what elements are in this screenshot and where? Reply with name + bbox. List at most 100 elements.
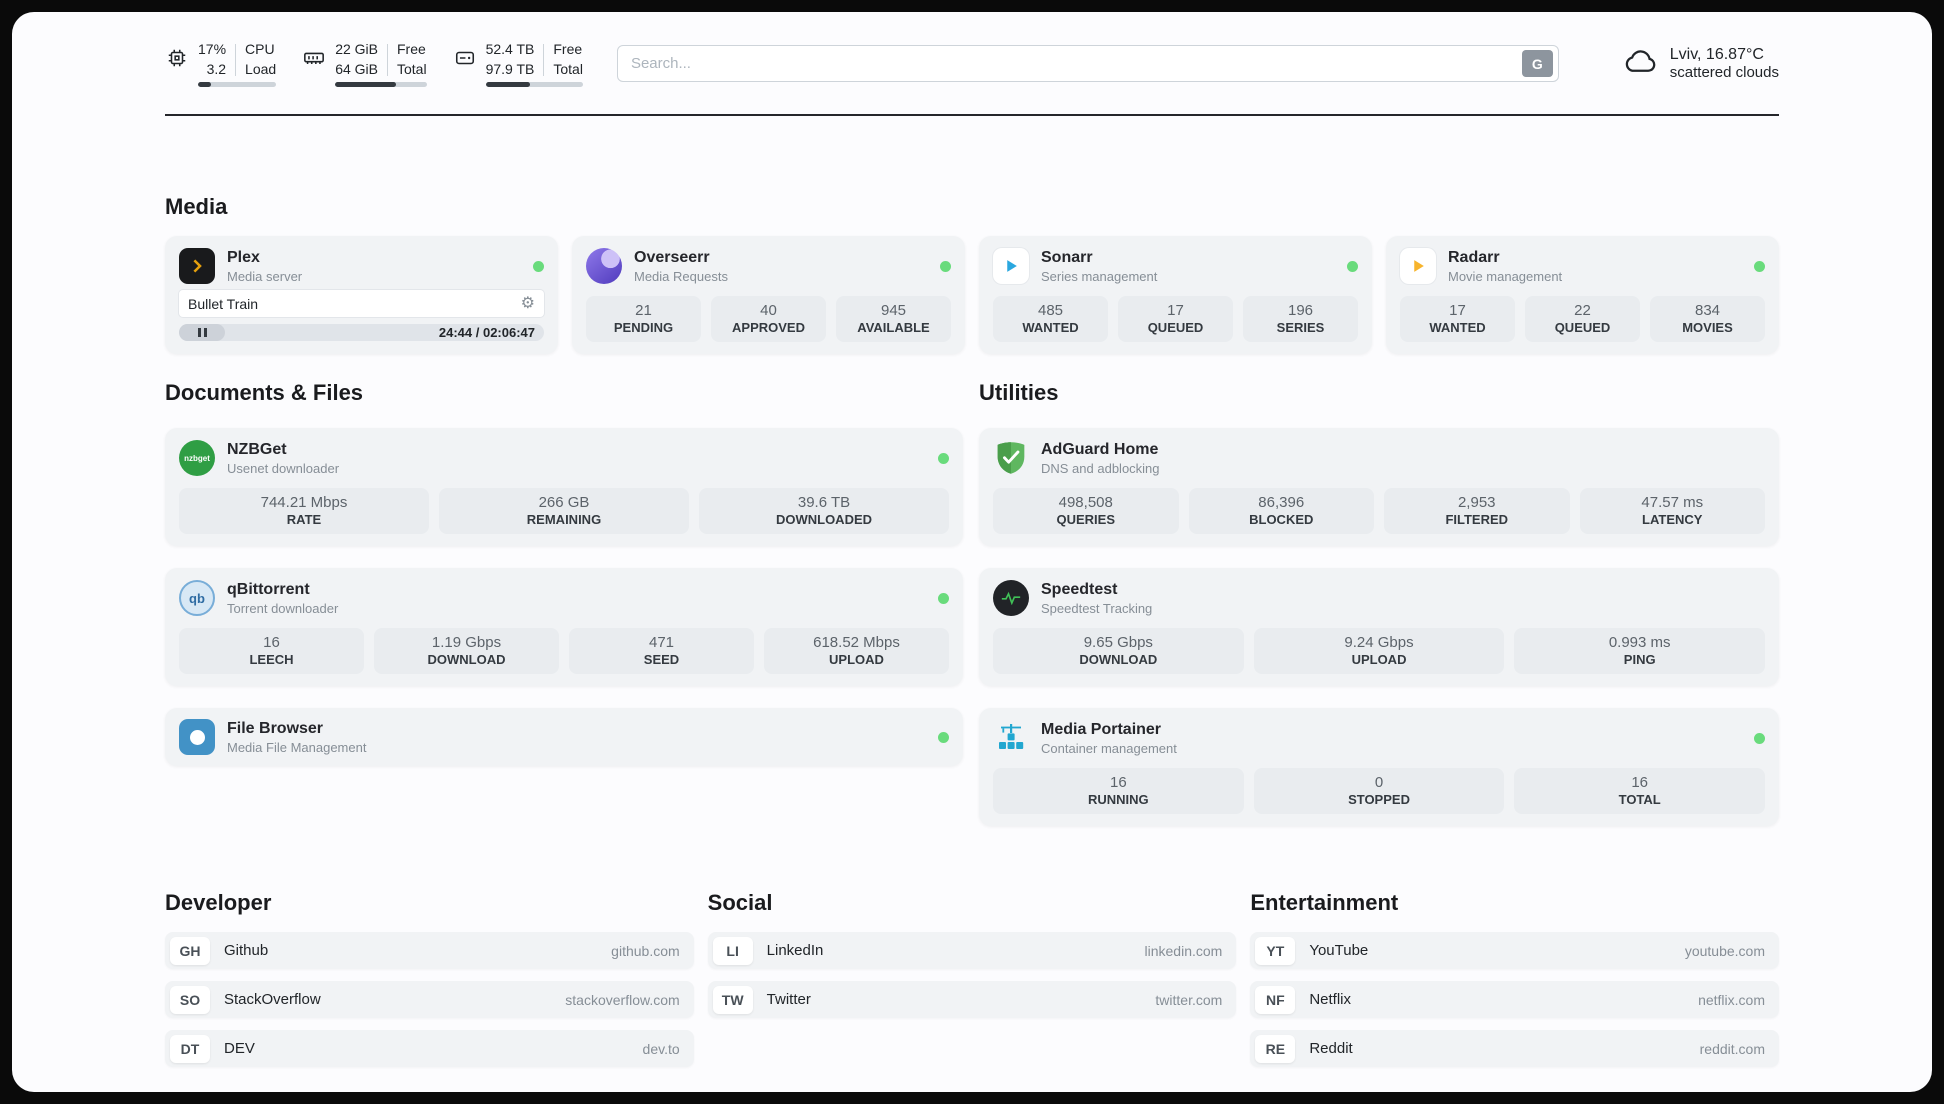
stat-value: 9.65 Gbps	[1083, 634, 1153, 652]
memory-usage-bar	[335, 82, 427, 88]
portainer-icon	[993, 720, 1029, 756]
bookmark-dev[interactable]: DT DEV dev.to	[165, 1030, 694, 1068]
stat-tile: 485 WANTED	[993, 296, 1108, 343]
bookmark-domain: linkedin.com	[1144, 942, 1223, 959]
stat-value: 1.19 Gbps	[431, 634, 502, 652]
gear-icon[interactable]: ⚙	[520, 294, 535, 312]
bookmark-domain: dev.to	[642, 1040, 680, 1057]
section-title-developer: Developer	[165, 890, 272, 916]
player-progress-bar[interactable]: 24:44 / 02:06:47	[179, 324, 544, 342]
stat-value: 16	[1631, 774, 1649, 792]
stat-value: 39.6 TB	[797, 494, 851, 512]
stat-label: RUNNING	[1088, 792, 1149, 808]
stat-tile: 2,953 FILTERED	[1384, 488, 1570, 535]
nzbget-icon: nzbget	[179, 440, 215, 477]
pause-button[interactable]	[179, 324, 225, 342]
app-name: AdGuard Home	[1041, 440, 1159, 458]
speedtest-icon	[993, 580, 1029, 617]
app-subtitle: Media Requests	[634, 268, 728, 284]
stat-label: LATENCY	[1642, 512, 1703, 528]
stat-tile: 618.52 Mbps UPLOAD	[764, 628, 949, 675]
bookmark-reddit[interactable]: RE Reddit reddit.com	[1250, 1030, 1779, 1068]
filebrowser-card[interactable]: File Browser Media File Management	[165, 708, 963, 767]
search-input[interactable]	[630, 55, 1522, 73]
stat-value: 2,953	[1457, 494, 1496, 512]
bookmark-badge: LI	[712, 936, 753, 965]
nzbget-card[interactable]: nzbget NZBGet Usenet downloader 744.21 M…	[165, 428, 963, 547]
stat-tile: 0.993 ms PING	[1514, 628, 1766, 675]
stat-tile: 834 MOVIES	[1650, 296, 1765, 343]
section-title-entertainment: Entertainment	[1250, 890, 1399, 916]
bookmark-name: Netflix	[1309, 991, 1352, 1009]
bookmark-domain: twitter.com	[1155, 991, 1223, 1008]
stat-value: 266 GB	[538, 494, 590, 512]
app-subtitle: Series management	[1041, 268, 1158, 284]
bookmark-domain: youtube.com	[1684, 942, 1765, 959]
status-dot	[1347, 260, 1358, 272]
bookmark-youtube[interactable]: YT YouTube youtube.com	[1250, 932, 1779, 970]
header-divider	[165, 114, 1779, 117]
bookmark-domain: stackoverflow.com	[565, 991, 680, 1008]
bookmark-name: Twitter	[766, 991, 811, 1009]
stat-tile: 22 QUEUED	[1525, 296, 1640, 343]
status-dot	[938, 592, 949, 604]
app-subtitle: Media server	[227, 268, 303, 284]
search-bar[interactable]: G	[616, 45, 1559, 83]
stat-value: 22	[1574, 302, 1591, 320]
divider	[235, 43, 237, 76]
cloud-icon	[1623, 47, 1659, 80]
stat-value: 0.993 ms	[1608, 634, 1671, 652]
bookmark-github[interactable]: GH Github github.com	[165, 932, 694, 970]
overseerr-card[interactable]: Overseerr Media Requests 21 PENDING 40 A…	[572, 236, 965, 355]
bookmark-linkedin[interactable]: LI LinkedIn linkedin.com	[707, 932, 1237, 970]
stat-tile: 471 SEED	[569, 628, 754, 675]
qbittorrent-card[interactable]: qb qBittorrent Torrent downloader 16 LEE…	[165, 568, 963, 687]
bookmark-name: DEV	[224, 1040, 255, 1058]
memory-values: 22 GiB 64 GiB	[335, 41, 378, 77]
stat-tile: 86,396 BLOCKED	[1188, 488, 1374, 535]
header: 17% 3.2 CPU Load	[165, 40, 1779, 88]
app-name: Sonarr	[1041, 248, 1093, 266]
adguard-card[interactable]: AdGuard Home DNS and adblocking 498,508 …	[979, 428, 1779, 547]
bookmark-badge: SO	[170, 985, 210, 1014]
player-time: 24:44 / 02:06:47	[438, 325, 535, 341]
weather-location: Lviv, 16.87°C	[1669, 46, 1764, 64]
stat-tile: 0 STOPPED	[1253, 768, 1505, 815]
divider	[543, 43, 545, 76]
app-subtitle: DNS and adblocking	[1041, 460, 1160, 476]
bookmark-twitter[interactable]: TW Twitter twitter.com	[707, 981, 1237, 1019]
stat-label: QUERIES	[1056, 512, 1115, 528]
radarr-icon	[1400, 248, 1436, 285]
portainer-card[interactable]: Media Portainer Container management 16 …	[979, 708, 1779, 827]
sonarr-icon	[993, 248, 1029, 285]
speedtest-card[interactable]: Speedtest Speedtest Tracking 9.65 Gbps D…	[979, 568, 1779, 687]
app-subtitle: Speedtest Tracking	[1041, 600, 1153, 616]
stat-tile: 21 PENDING	[586, 296, 701, 343]
stat-label: RATE	[286, 512, 322, 528]
bookmark-netflix[interactable]: NF Netflix netflix.com	[1250, 981, 1779, 1019]
plex-card[interactable]: Plex Media server Bullet Train ⚙ 24:44 /…	[165, 236, 558, 355]
stat-label: PING	[1623, 652, 1656, 668]
bookmark-badge: TW	[712, 985, 753, 1014]
disk-metric: 52.4 TB 97.9 TB Free Total	[453, 40, 583, 88]
bookmark-stackoverflow[interactable]: SO StackOverflow stackoverflow.com	[165, 981, 694, 1019]
stat-tile: 266 GB REMAINING	[439, 488, 689, 535]
stat-label: MOVIES	[1682, 320, 1733, 336]
cpu-usage-bar	[198, 82, 277, 88]
stat-label: DOWNLOAD	[1079, 652, 1158, 668]
memory-metric: 22 GiB 64 GiB Free Total	[302, 40, 427, 88]
stat-value: 17	[1167, 302, 1184, 320]
sonarr-card[interactable]: Sonarr Series management 485 WANTED 17 Q…	[979, 236, 1372, 355]
radarr-card[interactable]: Radarr Movie management 17 WANTED 22 QUE…	[1386, 236, 1779, 355]
section-title-media: Media	[165, 194, 228, 220]
bookmark-badge: GH	[170, 936, 210, 965]
social-column: Social LI LinkedIn linkedin.com TW Twitt…	[707, 890, 1237, 1019]
stat-label: PENDING	[613, 320, 674, 336]
search-engine-button[interactable]: G	[1521, 50, 1553, 78]
stat-tile: 196 SERIES	[1243, 296, 1358, 343]
section-title-social: Social	[707, 890, 773, 916]
documents-column: Documents & Files nzbget NZBGet Usenet d…	[165, 380, 963, 767]
memory-icon	[302, 46, 326, 70]
stat-value: 21	[635, 302, 652, 320]
bookmark-domain: netflix.com	[1698, 991, 1765, 1008]
